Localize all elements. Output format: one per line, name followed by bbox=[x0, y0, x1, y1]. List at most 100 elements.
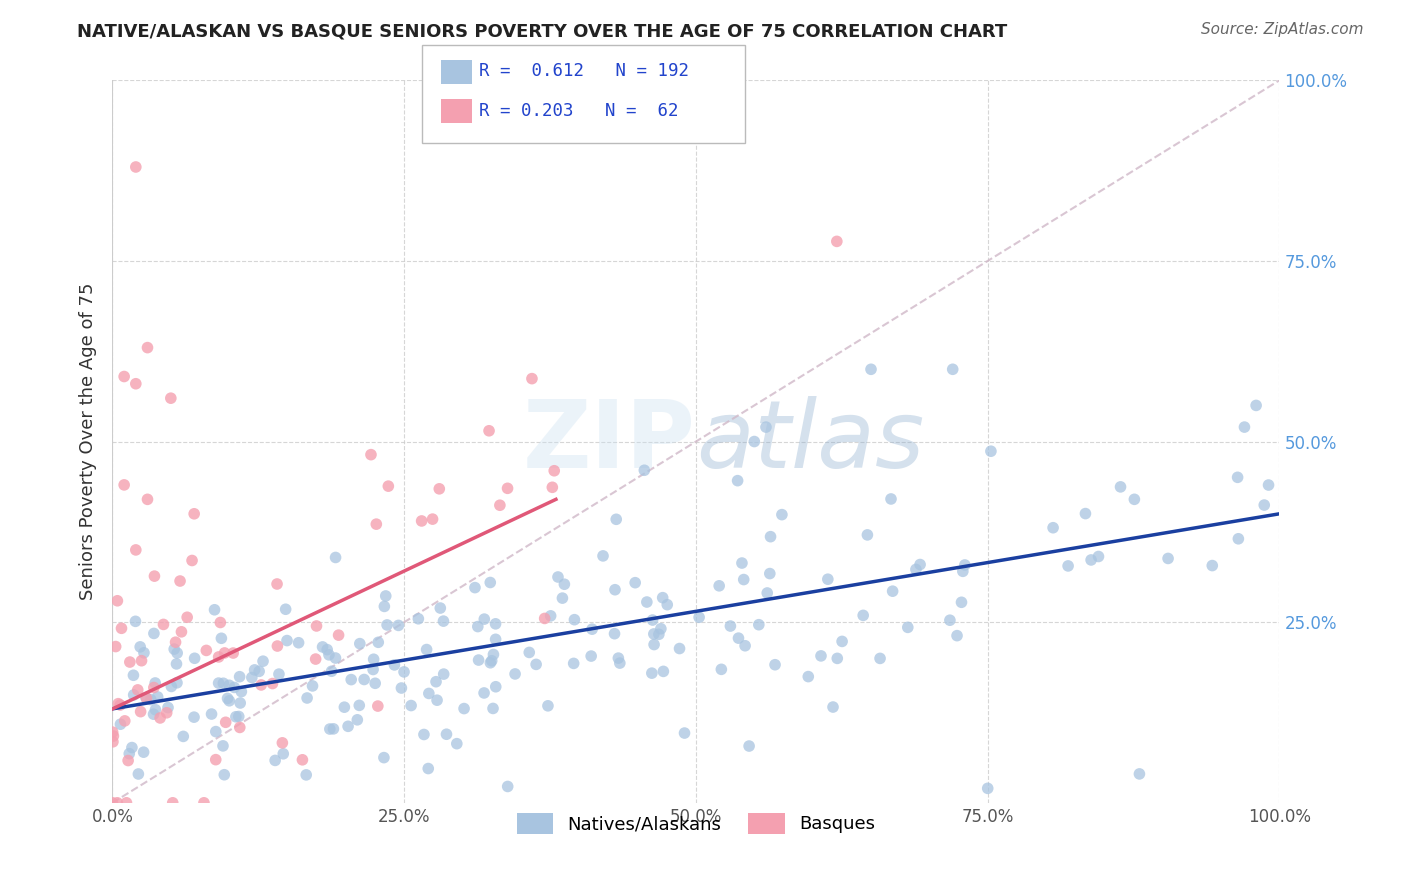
Point bbox=[217, 691, 239, 706]
Point bbox=[276, 633, 298, 648]
Point bbox=[821, 700, 844, 714]
Point bbox=[759, 566, 782, 581]
Point bbox=[472, 686, 495, 700]
Point bbox=[389, 681, 412, 695]
Point bbox=[484, 616, 506, 631]
Point bbox=[520, 371, 543, 385]
Point bbox=[533, 611, 555, 625]
Point bbox=[349, 698, 371, 713]
Point bbox=[266, 577, 288, 591]
Point bbox=[541, 480, 564, 494]
Point bbox=[361, 663, 384, 677]
Point bbox=[897, 620, 920, 634]
Point bbox=[107, 697, 129, 711]
Point bbox=[387, 618, 409, 632]
Point bbox=[426, 693, 449, 707]
Point bbox=[537, 698, 560, 713]
Point bbox=[115, 796, 138, 810]
Point bbox=[252, 654, 274, 668]
Point bbox=[367, 699, 389, 714]
Point bbox=[264, 753, 287, 767]
Point bbox=[657, 598, 679, 612]
Point bbox=[135, 691, 157, 706]
Point bbox=[156, 706, 179, 720]
Point bbox=[418, 762, 440, 776]
Point bbox=[1080, 553, 1102, 567]
Point bbox=[105, 594, 128, 608]
Point bbox=[733, 573, 755, 587]
Point bbox=[122, 688, 145, 702]
Point bbox=[319, 722, 342, 736]
Point bbox=[478, 424, 501, 438]
Point bbox=[305, 619, 328, 633]
Point bbox=[165, 635, 187, 649]
Point bbox=[117, 754, 139, 768]
Point bbox=[748, 617, 770, 632]
Point bbox=[770, 508, 793, 522]
Point bbox=[125, 542, 148, 557]
Point bbox=[118, 747, 141, 761]
Point bbox=[129, 705, 152, 719]
Point bbox=[763, 657, 786, 672]
Point bbox=[950, 595, 973, 609]
Point bbox=[1226, 470, 1249, 484]
Point bbox=[852, 608, 875, 623]
Point bbox=[651, 591, 673, 605]
Point bbox=[222, 646, 245, 660]
Point bbox=[295, 690, 318, 705]
Point bbox=[1128, 767, 1150, 781]
Point bbox=[228, 709, 250, 723]
Point bbox=[193, 796, 215, 810]
Point bbox=[564, 613, 586, 627]
Point bbox=[607, 651, 630, 665]
Point bbox=[228, 670, 250, 684]
Point bbox=[446, 737, 468, 751]
Point bbox=[346, 713, 368, 727]
Point bbox=[1253, 498, 1275, 512]
Point bbox=[337, 719, 360, 733]
Point bbox=[581, 622, 603, 636]
Point bbox=[579, 649, 602, 664]
Point bbox=[641, 613, 664, 627]
Point bbox=[110, 621, 132, 635]
Point bbox=[436, 727, 458, 741]
Point bbox=[125, 376, 148, 391]
Point bbox=[250, 678, 273, 692]
Point bbox=[374, 589, 396, 603]
Point bbox=[129, 640, 152, 654]
Point bbox=[152, 617, 174, 632]
Point bbox=[904, 562, 927, 576]
Point bbox=[166, 675, 188, 690]
Point bbox=[271, 736, 294, 750]
Point bbox=[1042, 521, 1064, 535]
Point bbox=[291, 753, 314, 767]
Point bbox=[797, 670, 820, 684]
Point bbox=[163, 642, 186, 657]
Point bbox=[603, 582, 626, 597]
Point bbox=[810, 648, 832, 663]
Point bbox=[633, 463, 655, 477]
Point bbox=[869, 651, 891, 665]
Point bbox=[266, 639, 288, 653]
Point bbox=[162, 796, 184, 810]
Point bbox=[688, 610, 710, 624]
Point bbox=[425, 674, 447, 689]
Point bbox=[247, 665, 270, 679]
Point bbox=[225, 710, 247, 724]
Point bbox=[432, 614, 454, 628]
Point bbox=[360, 448, 382, 462]
Text: R = 0.203   N =  62: R = 0.203 N = 62 bbox=[479, 103, 679, 120]
Point bbox=[229, 696, 252, 710]
Point bbox=[105, 796, 128, 810]
Point bbox=[482, 701, 505, 715]
Point bbox=[262, 676, 284, 690]
Point bbox=[553, 577, 575, 591]
Point bbox=[316, 642, 339, 657]
Point bbox=[160, 391, 183, 405]
Point bbox=[209, 632, 232, 646]
Point bbox=[1257, 478, 1279, 492]
Point bbox=[939, 613, 962, 627]
Point bbox=[524, 657, 547, 672]
Point bbox=[1244, 398, 1267, 412]
Point bbox=[212, 739, 235, 753]
